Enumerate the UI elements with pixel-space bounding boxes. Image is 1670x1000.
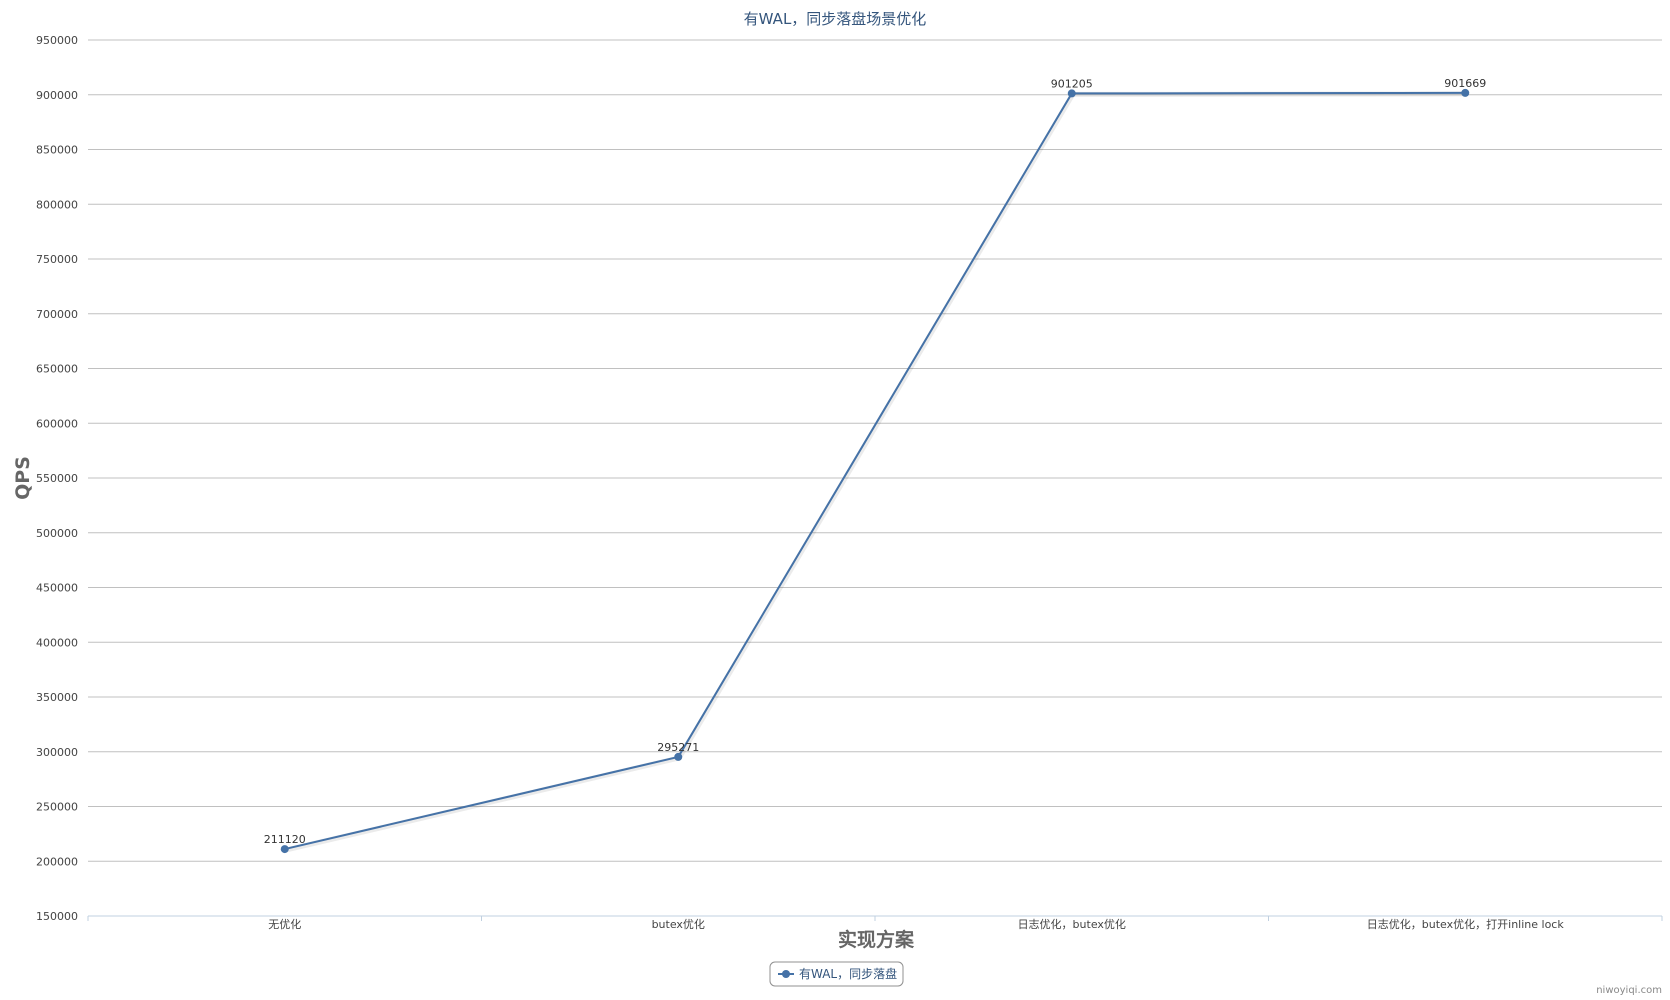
gridlines <box>88 39 1662 862</box>
data-label: 901205 <box>1051 77 1093 90</box>
x-axis-title: 实现方案 <box>838 928 915 951</box>
y-tick-label: 450000 <box>36 582 78 595</box>
data-point <box>1067 89 1076 98</box>
x-axis: 无优化 butex优化 日志优化，butex优化 日志优化，butex优化，打开inl… <box>87 915 1663 931</box>
y-axis-title: QPS <box>12 456 34 500</box>
y-tick-label: 500000 <box>36 527 78 540</box>
y-tick-label: 900000 <box>36 89 78 102</box>
series-line <box>284 91 1466 851</box>
y-tick-label: 350000 <box>36 691 78 704</box>
x-tick-label: 日志优化，butex优化 <box>1018 917 1126 931</box>
y-tick-label: 400000 <box>36 636 78 649</box>
x-tick-label: 日志优化，butex优化，打开inline lock <box>1367 917 1565 931</box>
legend-marker-icon <box>782 970 790 978</box>
y-tick-label: 950000 <box>36 34 78 47</box>
series-group <box>280 88 1470 854</box>
y-tick-label: 700000 <box>36 308 78 321</box>
legend-item-label: 有WAL，同步落盘 <box>799 966 897 981</box>
data-label: 295271 <box>657 741 699 754</box>
y-tick-label: 200000 <box>36 855 78 868</box>
x-tick-label: 无优化 <box>268 917 301 931</box>
data-point <box>674 752 683 761</box>
data-label: 901669 <box>1444 77 1486 90</box>
y-tick-label: 550000 <box>36 472 78 485</box>
legend-box <box>769 961 904 987</box>
data-label: 211120 <box>264 833 306 846</box>
credit-text[interactable]: niwoyiqi.com <box>1596 985 1662 996</box>
y-tick-label: 800000 <box>36 198 78 211</box>
data-point <box>280 845 289 854</box>
y-tick-label: 750000 <box>36 253 78 266</box>
x-tick-label: butex优化 <box>652 917 705 931</box>
y-tick-label: 250000 <box>36 801 78 814</box>
chart-title: 有WAL，同步落盘场景优化 <box>744 10 927 28</box>
data-labels: 211120 295271 901205 901669 <box>264 77 1487 846</box>
y-tick-label: 300000 <box>36 746 78 759</box>
y-tick-label: 600000 <box>36 417 78 430</box>
y-tick-label: 650000 <box>36 363 78 376</box>
y-tick-label: 150000 <box>36 910 78 923</box>
data-point <box>1461 88 1470 97</box>
legend[interactable]: 有WAL，同步落盘 <box>769 961 904 987</box>
y-tick-label: 850000 <box>36 144 78 157</box>
y-axis-ticks: 150000 200000 250000 300000 350000 400000 4500… <box>36 34 78 923</box>
series-line-shadow <box>285 91 1467 853</box>
